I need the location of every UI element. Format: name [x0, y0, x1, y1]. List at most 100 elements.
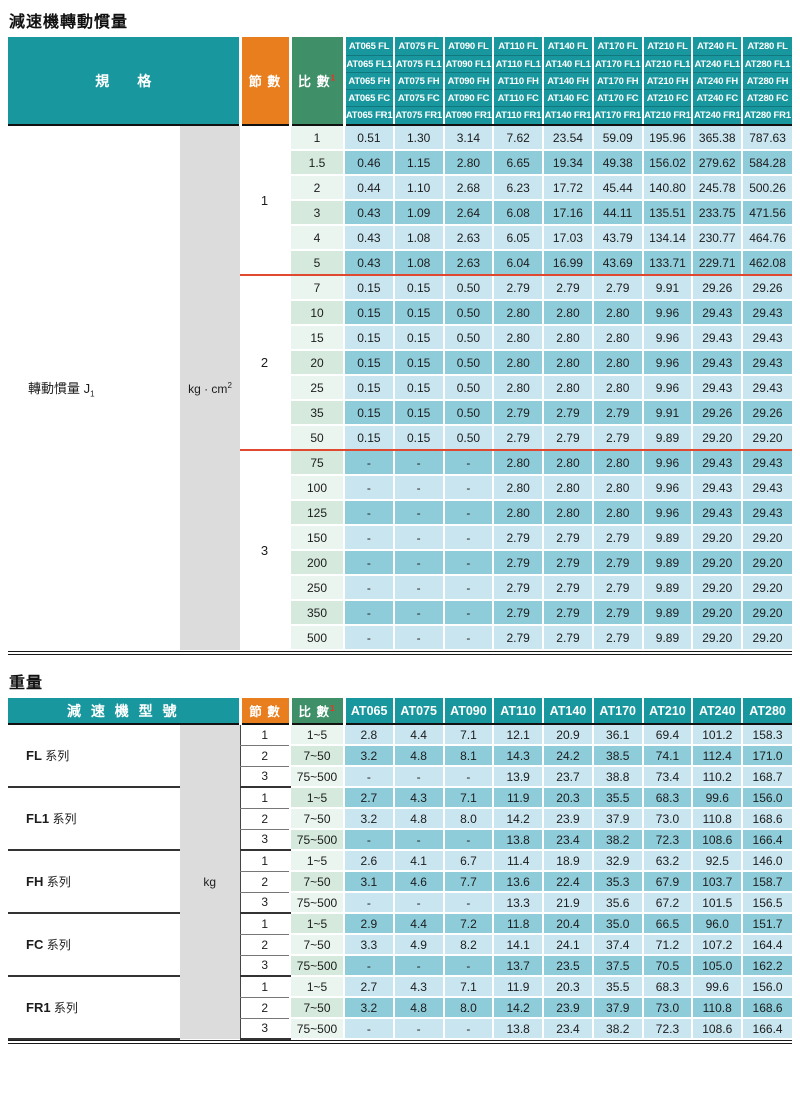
inertia-value-cell: 29.20 — [691, 550, 743, 576]
section-count-cell: 3 — [240, 450, 290, 650]
weight-value-cell: 32.9 — [591, 850, 643, 872]
table-row: 3 0.43 1.09 2.64 6.08 17.16 44.11 135.51 233.75 4… — [8, 200, 792, 226]
table-row: 3 75~500- - -13.7 23.5 37.5 70.5 105.0 162.2 — [8, 955, 792, 977]
table-row: 轉動慣量 J1 kg · cm2 1 1 0.51 1.30 3.14 7.62 23.54 59… — [8, 125, 792, 650]
model-column-header: AT065 — [342, 698, 394, 725]
series-suffix: 系列 — [45, 749, 70, 763]
weight-value-cell: 71.2 — [641, 934, 693, 956]
weight-value-cell: 22.4 — [542, 871, 593, 893]
model-name: AT210 FR1 — [643, 106, 692, 123]
weight-value-cell: 3.2 — [343, 997, 394, 1019]
table-row: FL1 系列 1 1~5 2.7 4.3 7.1 11.9 20.3 35.5 68.3 99.6 1… — [8, 787, 792, 851]
model-column-header: AT210 FL AT210 FL1 AT210 FH AT210 FC AT210 F… — [641, 37, 693, 126]
weight-value-cell: 168.6 — [741, 808, 792, 830]
inertia-value-cell: 0.43 — [343, 250, 394, 276]
table-row: 3 75~500- - -13.8 23.4 38.2 72.3 108.6 166.4 — [8, 829, 792, 851]
inertia-value-cell: 2.80 — [591, 500, 643, 526]
inertia-value-cell: 29.20 — [741, 550, 792, 576]
inertia-value-cell: - — [442, 550, 494, 576]
section-count-cell: 1 — [239, 976, 291, 998]
table-row: 25 0.15 0.15 0.50 2.80 2.80 2.80 9.96 29.43 29.43 — [8, 375, 792, 401]
inertia-value-cell: 0.15 — [343, 300, 394, 326]
inertia-value-cell: 6.04 — [492, 250, 544, 276]
ratio-cell: 75~500 — [289, 1018, 344, 1040]
ratio-cell: 1~5 — [289, 850, 344, 872]
ratio-cell: 1~5 — [289, 976, 344, 998]
inertia-value-cell: 2.80 — [591, 475, 643, 501]
inertia-value-cell: 0.50 — [442, 275, 494, 301]
inertia-value-cell: 0.46 — [343, 150, 394, 176]
ratio-cell: 7 — [289, 275, 344, 301]
inertia-value-cell: 23.54 — [542, 125, 593, 151]
inertia-value-cell: 29.26 — [741, 275, 792, 301]
table-row: FH 系列 1 1~5 2.6 4.1 6.7 11.4 18.9 32.9 63.2 92.5 14… — [8, 850, 792, 914]
model-name: AT170 FL — [597, 41, 638, 52]
inertia-value-cell: 2.80 — [591, 450, 643, 476]
unit-label: kg — [203, 875, 217, 889]
weight-value-cell: 166.4 — [741, 829, 792, 851]
inertia-value-cell: 279.62 — [691, 150, 743, 176]
inertia-value-cell: 29.20 — [741, 575, 792, 601]
inertia-value-cell: 0.50 — [442, 425, 494, 451]
model-name: AT075 FH — [394, 72, 443, 89]
weight-value-cell: 35.6 — [591, 892, 643, 914]
inertia-value-cell: 2.79 — [542, 550, 593, 576]
weight-value-cell: 69.4 — [641, 724, 693, 746]
weight-value-cell: - — [343, 892, 394, 914]
inertia-value-cell: 29.43 — [741, 350, 792, 376]
model-name: AT210 FL — [647, 41, 688, 52]
weight-value-cell: 96.0 — [691, 913, 743, 935]
table-row: FR1 系列 1 1~5 2.7 4.3 7.1 11.9 20.3 35.5 68.3 99.6 1… — [8, 976, 792, 1040]
inertia-value-cell: 2.80 — [542, 350, 593, 376]
ratio-cell: 2 — [289, 175, 344, 201]
table-row: 250- - -2.79 2.79 2.79 9.89 29.20 29.20 — [8, 575, 792, 601]
inertia-value-cell: 29.43 — [691, 500, 743, 526]
weight-value-cell: 8.2 — [442, 934, 494, 956]
inertia-value-cell: 2.79 — [591, 625, 643, 651]
weight-value-cell: 4.3 — [392, 787, 444, 809]
inertia-value-cell: - — [442, 600, 494, 626]
inertia-value-cell: 59.09 — [591, 125, 643, 151]
inertia-value-cell: 43.69 — [591, 250, 643, 276]
weight-value-cell: 101.5 — [691, 892, 743, 914]
model-name: AT210 FC — [643, 89, 692, 106]
series-code: FH — [26, 874, 44, 889]
weight-value-cell: 4.1 — [392, 850, 444, 872]
inertia-table: 規 格 節 數 比 數1 AT065 FL AT065 FL1 AT065 FH AT… — [8, 37, 792, 651]
model-name: AT065 FC — [345, 89, 393, 106]
weight-value-cell: 68.3 — [641, 976, 693, 998]
inertia-value-cell: 29.20 — [741, 625, 792, 651]
section-count-cell: 3 — [239, 1018, 291, 1040]
table-row: 2 7~50 3.2 4.8 8.0 14.2 23.9 37.9 73.0 110.8 168.6 — [8, 808, 792, 830]
weight-value-cell: 2.7 — [343, 787, 394, 809]
weight-value-cell: 13.9 — [492, 766, 544, 788]
inertia-value-cell: - — [343, 500, 394, 526]
weight-value-cell: 37.9 — [591, 808, 643, 830]
inertia-value-cell: 0.15 — [343, 275, 394, 301]
inertia-value-cell: 2.79 — [591, 425, 643, 451]
weight-value-cell: 23.7 — [542, 766, 593, 788]
inertia-value-cell: 2.79 — [542, 425, 593, 451]
model-name: AT140 FL1 — [544, 55, 592, 72]
table-row: 350- - -2.79 2.79 2.79 9.89 29.20 29.20 — [8, 600, 792, 626]
model-column-header: AT090 FL AT090 FL1 AT090 FH AT090 FC AT090 F… — [442, 37, 494, 126]
inertia-value-cell: 2.63 — [442, 250, 494, 276]
weight-value-cell: 21.9 — [542, 892, 593, 914]
inertia-value-cell: 2.80 — [591, 375, 643, 401]
model-name: AT090 FL1 — [444, 55, 493, 72]
inertia-value-cell: 29.43 — [691, 350, 743, 376]
model-name: AT110 FH — [494, 72, 543, 89]
model-name: AT075 FR1 — [394, 106, 443, 123]
weight-value-cell: 110.8 — [691, 808, 743, 830]
inertia-value-cell: 1.09 — [392, 200, 444, 226]
weight-value-cell: 8.1 — [442, 745, 494, 767]
inertia-value-cell: 2.79 — [591, 275, 643, 301]
series-suffix: 系列 — [53, 1001, 78, 1015]
model-header-cell: 減 速 機 型 號 — [8, 698, 240, 725]
inertia-value-cell: - — [343, 550, 394, 576]
weight-value-cell: 2.6 — [343, 850, 394, 872]
model-name: AT140 FC — [544, 89, 592, 106]
weight-value-cell: - — [343, 955, 394, 977]
section-count-cell: 2 — [240, 275, 290, 451]
section-count-cell: 2 — [239, 934, 291, 956]
